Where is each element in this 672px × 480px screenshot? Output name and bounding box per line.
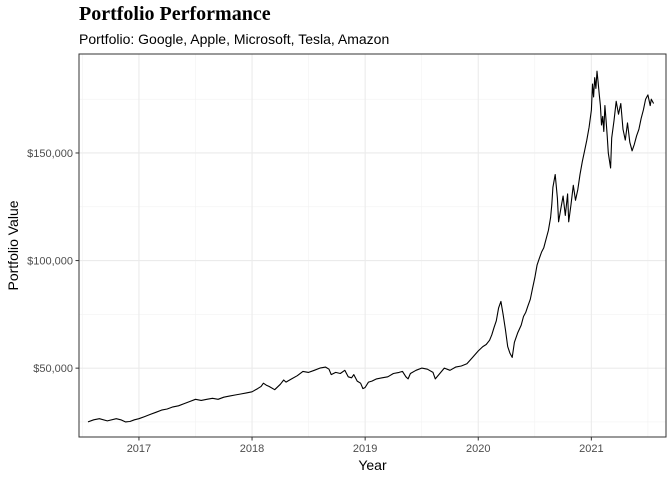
y-axis-title: Portfolio Value (5, 200, 21, 290)
y-tick-label: $150,000 (27, 148, 73, 160)
plot-panel-border (78, 53, 667, 438)
x-tick-label: 2018 (240, 443, 264, 455)
y-tick-label: $100,000 (27, 256, 73, 268)
plot-panel-background (79, 54, 666, 437)
minor-gridlines (79, 54, 666, 437)
major-gridlines (79, 54, 666, 437)
chart-title: Portfolio Performance (79, 3, 271, 25)
y-tick-label: $50,000 (33, 363, 73, 375)
x-tick-label: 2019 (353, 443, 377, 455)
x-tick-label: 2020 (466, 443, 490, 455)
portfolio-value-line (87, 70, 655, 423)
chart-subtitle: Portfolio: Google, Apple, Microsoft, Tes… (79, 31, 390, 47)
x-axis: 2017 2018 2019 2020 2021 (127, 437, 604, 455)
y-axis: $50,000 $100,000 $150,000 (27, 148, 79, 375)
x-tick-label: 2017 (127, 443, 151, 455)
x-axis-title: Year (358, 457, 387, 473)
x-tick-label: 2021 (579, 443, 603, 455)
